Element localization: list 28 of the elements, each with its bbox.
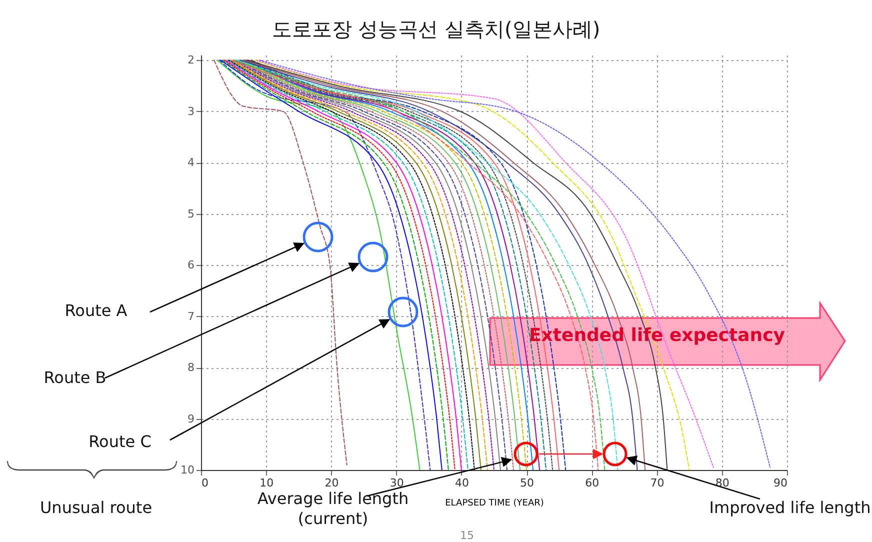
x-tick-label: 40 bbox=[454, 476, 469, 490]
y-tick-label: 9 bbox=[188, 412, 194, 426]
text: 15 bbox=[460, 529, 474, 542]
y-tick-label: 3 bbox=[188, 104, 194, 118]
x-tick-label: 70 bbox=[650, 476, 664, 490]
y-tick-label: 4 bbox=[188, 156, 194, 170]
x-tick-label: 20 bbox=[324, 476, 339, 490]
text: Route A bbox=[64, 301, 128, 320]
x-tick-label: 30 bbox=[390, 476, 404, 490]
text: Route C bbox=[88, 432, 152, 451]
x-tick-label: 60 bbox=[585, 476, 600, 490]
text: Route B bbox=[44, 368, 106, 387]
y-tick-label: 6 bbox=[188, 258, 194, 272]
x-tick-label: 50 bbox=[520, 476, 534, 490]
text: Improved life length bbox=[709, 498, 871, 517]
text: Unusual route bbox=[40, 498, 152, 517]
x-tick-label: 0 bbox=[202, 476, 208, 490]
annotation: Average life length (current) bbox=[257, 489, 409, 528]
y-tick-label: 5 bbox=[188, 207, 194, 220]
x-tick-label: 90 bbox=[774, 476, 788, 490]
y-tick-label: 7 bbox=[188, 310, 194, 323]
line-series bbox=[214, 60, 348, 466]
y-tick-label: 8 bbox=[188, 361, 194, 374]
y-tick-label: 2 bbox=[188, 54, 194, 67]
y-tick-label: 10 bbox=[180, 464, 194, 476]
x-tick-label: 10 bbox=[260, 476, 274, 490]
x-axis-title: ELAPSED TIME (YEAR) bbox=[445, 498, 544, 508]
chart-title: 도로포장 성능곡선 실측치(일본사례) bbox=[272, 17, 600, 42]
